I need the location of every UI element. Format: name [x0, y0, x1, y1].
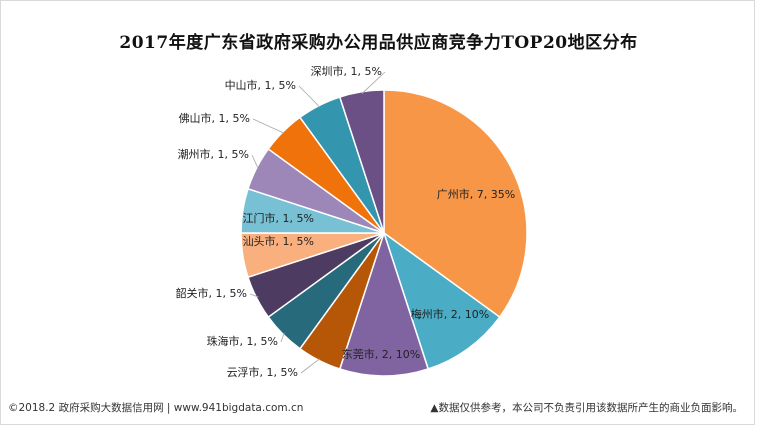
pie-slice-0	[383, 89, 528, 319]
leader-line-5	[249, 293, 259, 298]
slice-label-10: 中山市, 1, 5%	[225, 78, 296, 92]
slice-label-7: 江门市, 1, 5%	[243, 211, 314, 225]
leader-line-8	[251, 154, 259, 170]
pie-slice-1	[382, 231, 501, 370]
disclaimer-footer: ▲数据仅供参考，本公司不负责引用该数据所产生的商业负面影响。	[430, 402, 743, 414]
slice-label-9: 佛山市, 1, 5%	[179, 111, 250, 125]
pie-slice-11	[338, 89, 385, 234]
leader-line-10	[298, 85, 321, 108]
leader-line-9	[252, 118, 285, 134]
pie-slice-2	[338, 230, 430, 377]
leader-line-4	[280, 332, 285, 343]
slice-label-6: 汕头市, 1, 5%	[243, 234, 314, 248]
leader-line-3	[300, 358, 321, 374]
chart-title: 2017年度广东省政府采购办公用品供应商竞争力TOP20地区分布	[119, 33, 638, 53]
slice-label-3: 云浮市, 1, 5%	[227, 365, 298, 379]
leader-line-11	[361, 71, 386, 94]
slice-label-8: 潮州市, 1, 5%	[178, 147, 249, 161]
slice-label-4: 珠海市, 1, 5%	[207, 334, 278, 348]
slice-label-1: 梅州市, 2, 10%	[411, 307, 489, 321]
slice-label-2: 东莞市, 2, 10%	[342, 347, 420, 361]
source-footer: ©2018.2 政府采购大数据信用网 | www.941bigdata.com.…	[8, 402, 304, 414]
slice-label-11: 深圳市, 1, 5%	[311, 64, 382, 78]
slice-label-0: 广州市, 7, 35%	[437, 187, 515, 201]
slice-label-5: 韶关市, 1, 5%	[176, 286, 247, 300]
